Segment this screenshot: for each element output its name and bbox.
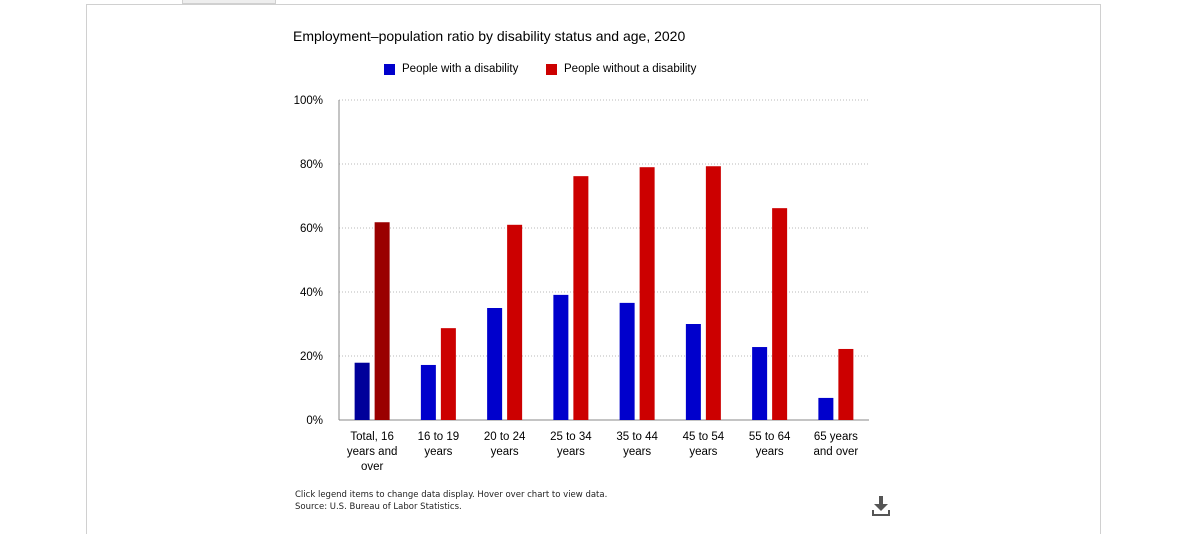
bar-without-disability[interactable]: People without a disability: 61% [507,224,523,420]
bar-with-disability[interactable]: People with a disability: 30% [685,324,701,420]
download-icon[interactable] [870,495,892,517]
bar-with-disability[interactable]: People with a disability: 35% [487,308,503,420]
bar-without-disability[interactable]: People without a disability: 79% [639,167,655,420]
bar-with-disability[interactable]: People with a disability: 17.2% [420,364,436,420]
source-note: Source: U.S. Bureau of Labor Statistics. [295,502,462,512]
bar-chart[interactable]: 0% 20% 40% 60% 80% 100% People with a disabili… [0,0,1192,520]
legend-item-without-disability[interactable]: People without a disability [546,61,696,77]
bar-with-disability[interactable]: People with a disability: 17.9% [354,362,370,420]
bar-without-disability[interactable]: People without a disability: 61.8% [374,222,390,420]
x-category-label: 25 to 34 years [550,431,592,458]
y-tick-label: 60% [300,223,323,235]
legend-label-without-disability: People without a disability [564,63,697,75]
y-tick-label: 40% [300,287,323,299]
x-category-label: 35 to 44 years [616,431,658,458]
x-category-label: 65 years and over [813,431,858,458]
chart-frame [86,4,1101,534]
y-tick-label: 100% [294,95,323,107]
y-tick-label: 80% [300,159,323,171]
bar-without-disability[interactable]: People without a disability: 66.2% [772,208,788,420]
bar-without-disability[interactable]: People without a disability: 28.7% [440,328,456,420]
chart-title: Employment–population ratio by disabilit… [293,28,686,44]
bar-with-disability[interactable]: People with a disability: 22.8% [752,347,768,420]
legend-swatch-with-disability [384,63,395,75]
bar-with-disability[interactable]: People with a disability: 6.9% [818,397,834,420]
bar-with-disability[interactable]: People with a disability: 39.1% [553,294,569,420]
legend-swatch-without-disability [546,63,557,75]
y-tick-label: 20% [300,351,323,363]
interaction-note: Click legend items to change data displa… [295,490,608,500]
y-tick-label: 0% [306,415,323,427]
x-category-label: 55 to 64 years [749,431,791,458]
x-category-label: 45 to 54 years [683,431,725,458]
bar-without-disability[interactable]: People without a disability: 76.2% [573,176,589,420]
x-category-label: Total, 16 years and over [347,431,398,473]
bar-without-disability[interactable]: People without a disability: 79.3% [705,166,721,420]
x-category-label: 20 to 24 years [484,431,526,458]
bar-without-disability[interactable]: People without a disability: 22.2% [838,348,854,420]
legend-label-with-disability: People with a disability [402,63,519,75]
x-category-label: 16 to 19 years [418,431,460,458]
bar-with-disability[interactable]: People with a disability: 36.6% [619,302,635,420]
legend-item-with-disability[interactable]: People with a disability [384,61,518,77]
tab-stub[interactable] [182,0,276,4]
